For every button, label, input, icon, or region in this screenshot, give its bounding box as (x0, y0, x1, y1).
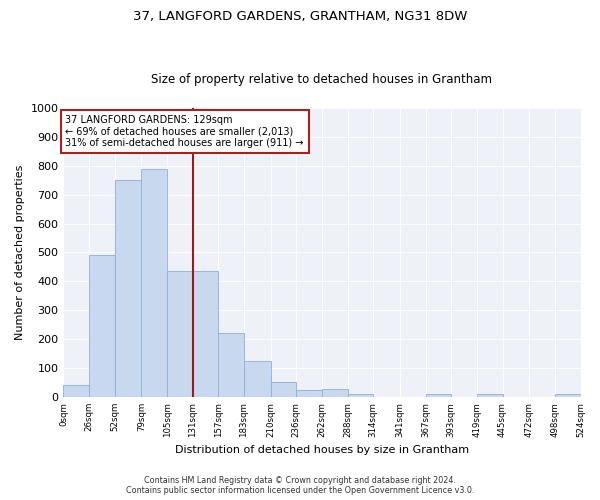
Bar (142, 168, 167, 397)
Bar (347, 394, 373, 397)
Bar (425, 394, 451, 397)
X-axis label: Distribution of detached houses by size in Grantham: Distribution of detached houses by size … (175, 445, 469, 455)
Text: Contains HM Land Registry data © Crown copyright and database right 2024.
Contai: Contains HM Land Registry data © Crown c… (126, 476, 474, 495)
Bar (244, 361, 271, 397)
Bar (193, 271, 218, 397)
Bar (555, 394, 581, 397)
Bar (167, 271, 193, 397)
Text: 37, LANGFORD GARDENS, GRANTHAM, NG31 8DW: 37, LANGFORD GARDENS, GRANTHAM, NG31 8DW (133, 10, 467, 23)
Bar (477, 394, 503, 397)
Y-axis label: Number of detached properties: Number of detached properties (15, 165, 25, 340)
Title: Size of property relative to detached houses in Grantham: Size of property relative to detached ho… (151, 73, 493, 86)
Bar (322, 389, 347, 397)
Bar (271, 382, 296, 397)
Text: 37 LANGFORD GARDENS: 129sqm
← 69% of detached houses are smaller (2,013)
31% of : 37 LANGFORD GARDENS: 129sqm ← 69% of det… (65, 115, 304, 148)
Bar (64, 386, 89, 397)
Bar (296, 390, 322, 397)
Bar (115, 180, 142, 397)
Bar (218, 334, 244, 397)
Bar (89, 256, 115, 397)
